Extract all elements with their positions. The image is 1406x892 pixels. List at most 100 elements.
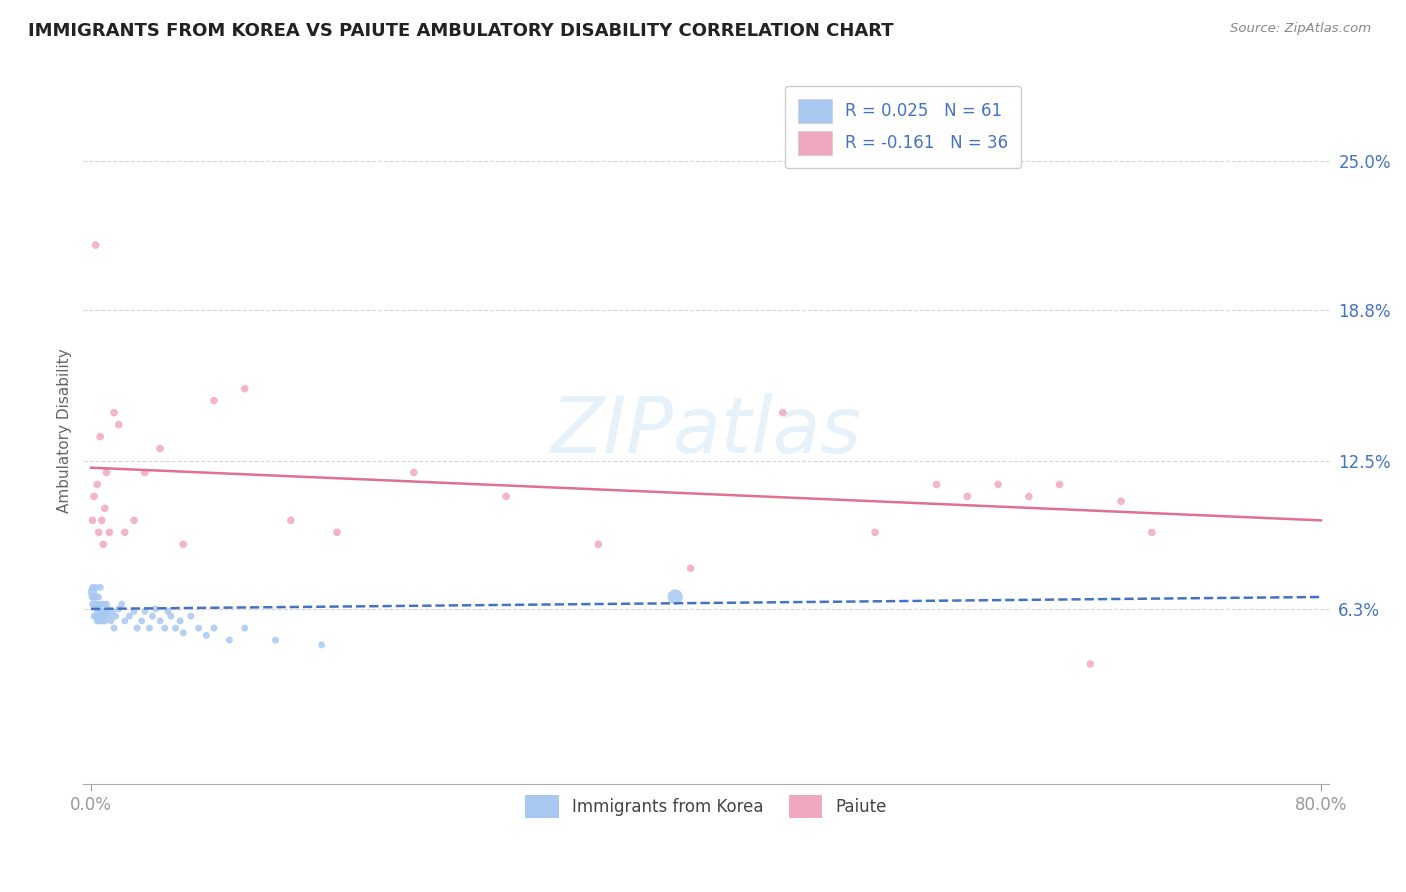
Point	[98, 609, 121, 624]
Point	[103, 406, 125, 420]
Point	[84, 609, 107, 624]
Point	[664, 590, 686, 604]
Point	[86, 604, 108, 618]
Text: ZIPatlas: ZIPatlas	[551, 392, 862, 468]
Point	[149, 442, 172, 456]
Point	[202, 393, 225, 408]
Point	[165, 621, 187, 635]
Point	[402, 466, 425, 480]
Point	[84, 238, 107, 252]
Legend: Immigrants from Korea, Paiute: Immigrants from Korea, Paiute	[519, 788, 893, 825]
Point	[94, 604, 117, 618]
Point	[101, 604, 124, 618]
Point	[94, 614, 117, 628]
Point	[90, 513, 112, 527]
Point	[1140, 525, 1163, 540]
Y-axis label: Ambulatory Disability: Ambulatory Disability	[58, 348, 72, 513]
Point	[172, 537, 194, 551]
Point	[1109, 494, 1132, 508]
Point	[114, 614, 136, 628]
Point	[1049, 477, 1071, 491]
Point	[87, 590, 110, 604]
Point	[82, 585, 104, 599]
Point	[141, 609, 163, 624]
Point	[94, 501, 117, 516]
Point	[195, 628, 218, 642]
Point	[90, 614, 112, 628]
Point	[89, 609, 111, 624]
Point	[103, 621, 125, 635]
Point	[122, 513, 145, 527]
Point	[104, 609, 127, 624]
Point	[149, 614, 172, 628]
Point	[233, 382, 256, 396]
Point	[91, 609, 114, 624]
Point	[97, 602, 120, 616]
Point	[679, 561, 702, 575]
Point	[89, 597, 111, 611]
Point	[86, 614, 108, 628]
Point	[89, 581, 111, 595]
Point	[172, 626, 194, 640]
Point	[280, 513, 302, 527]
Point	[160, 609, 183, 624]
Point	[98, 525, 121, 540]
Point	[83, 609, 105, 624]
Point	[87, 525, 110, 540]
Point	[122, 604, 145, 618]
Point	[83, 490, 105, 504]
Point	[107, 602, 129, 616]
Point	[495, 490, 517, 504]
Point	[772, 406, 794, 420]
Point	[91, 537, 114, 551]
Text: IMMIGRANTS FROM KOREA VS PAIUTE AMBULATORY DISABILITY CORRELATION CHART: IMMIGRANTS FROM KOREA VS PAIUTE AMBULATO…	[28, 22, 894, 40]
Point	[118, 609, 141, 624]
Point	[84, 597, 107, 611]
Point	[83, 590, 105, 604]
Point	[84, 590, 107, 604]
Point	[311, 638, 333, 652]
Point	[180, 609, 202, 624]
Point	[96, 466, 118, 480]
Point	[218, 633, 240, 648]
Point	[956, 490, 979, 504]
Point	[84, 581, 107, 595]
Point	[87, 602, 110, 616]
Point	[96, 597, 118, 611]
Point	[96, 607, 118, 621]
Point	[131, 614, 153, 628]
Point	[1078, 657, 1101, 671]
Point	[264, 633, 287, 648]
Point	[82, 581, 104, 595]
Point	[114, 525, 136, 540]
Point	[1018, 490, 1040, 504]
Point	[202, 621, 225, 635]
Point	[82, 597, 104, 611]
Point	[82, 513, 104, 527]
Point	[91, 597, 114, 611]
Point	[987, 477, 1010, 491]
Point	[187, 621, 209, 635]
Point	[169, 614, 191, 628]
Point	[134, 604, 156, 618]
Point	[925, 477, 948, 491]
Point	[87, 614, 110, 628]
Point	[107, 417, 129, 432]
Point	[83, 599, 105, 614]
Point	[153, 621, 176, 635]
Point	[326, 525, 349, 540]
Point	[145, 602, 167, 616]
Point	[127, 621, 149, 635]
Point	[89, 429, 111, 443]
Point	[111, 597, 134, 611]
Point	[134, 466, 156, 480]
Point	[86, 477, 108, 491]
Point	[100, 614, 122, 628]
Point	[138, 621, 160, 635]
Point	[588, 537, 610, 551]
Point	[82, 590, 104, 604]
Text: Source: ZipAtlas.com: Source: ZipAtlas.com	[1230, 22, 1371, 36]
Point	[233, 621, 256, 635]
Point	[156, 604, 179, 618]
Point	[90, 604, 112, 618]
